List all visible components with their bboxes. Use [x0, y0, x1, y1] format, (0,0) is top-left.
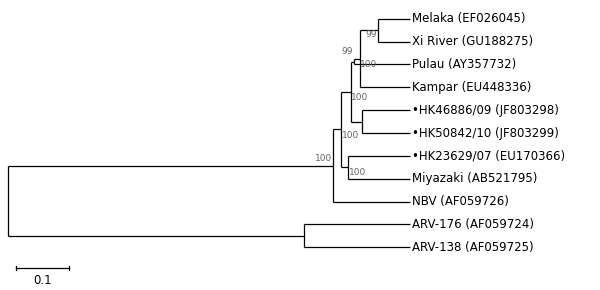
Text: 100: 100	[349, 168, 366, 177]
Text: 0.1: 0.1	[33, 273, 52, 287]
Text: Xi River (GU188275): Xi River (GU188275)	[412, 35, 533, 48]
Text: •HK50842/10 (JF803299): •HK50842/10 (JF803299)	[412, 126, 559, 139]
Text: •HK46886/09 (JF803298): •HK46886/09 (JF803298)	[412, 104, 559, 117]
Text: 100: 100	[360, 60, 377, 69]
Text: Pulau (AY357732): Pulau (AY357732)	[412, 58, 516, 71]
Text: 100: 100	[315, 154, 332, 163]
Text: ARV-138 (AF059725): ARV-138 (AF059725)	[412, 241, 533, 254]
Text: ARV-176 (AF059724): ARV-176 (AF059724)	[412, 218, 534, 231]
Text: 100: 100	[341, 130, 359, 139]
Text: 99: 99	[365, 30, 377, 39]
Text: Melaka (EF026045): Melaka (EF026045)	[412, 12, 526, 25]
Text: NBV (AF059726): NBV (AF059726)	[412, 195, 509, 208]
Text: 100: 100	[351, 93, 368, 102]
Text: •HK23629/07 (EU170366): •HK23629/07 (EU170366)	[412, 149, 565, 162]
Text: 99: 99	[342, 47, 353, 56]
Text: Miyazaki (AB521795): Miyazaki (AB521795)	[412, 172, 537, 185]
Text: Kampar (EU448336): Kampar (EU448336)	[412, 81, 531, 94]
